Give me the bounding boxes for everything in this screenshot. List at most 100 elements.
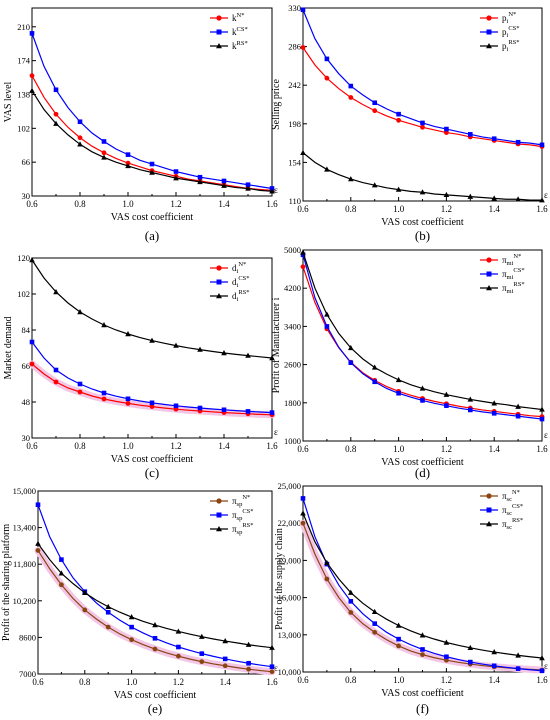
x-tick-label: 1.2 [170, 441, 181, 451]
data-point [77, 119, 83, 125]
x-axis-label: VAS cost coefficient [381, 457, 464, 468]
data-point [420, 398, 425, 403]
data-point [173, 403, 179, 409]
data-point [125, 152, 131, 157]
x-tick-label: 0.8 [345, 675, 357, 685]
data-point [300, 510, 306, 516]
data-point [35, 502, 41, 508]
x-tick-label: 1.2 [170, 199, 181, 209]
y-tick-label: 30 [22, 191, 31, 201]
data-point [222, 638, 228, 644]
x-tick-label: 0.8 [74, 441, 86, 451]
data-point [396, 111, 401, 117]
data-point [101, 322, 107, 328]
data-point [29, 339, 35, 345]
data-point [128, 614, 135, 620]
data-point [152, 646, 158, 652]
data-point [149, 337, 155, 343]
data-point [539, 406, 545, 412]
data-point [173, 175, 179, 181]
data-point [539, 668, 545, 674]
data-point [35, 540, 41, 546]
data-point [221, 350, 227, 356]
legend: piN*piCS*piRS* [480, 11, 520, 53]
data-point [199, 633, 205, 639]
legend-marker [216, 498, 222, 504]
data-point [152, 636, 158, 641]
axis-end-label: ε [544, 430, 548, 440]
data-point [221, 407, 227, 413]
data-point [35, 548, 41, 553]
data-point [419, 385, 426, 391]
legend-entry: πspN* [232, 494, 250, 508]
data-point [29, 87, 35, 93]
data-point [222, 663, 228, 669]
data-point [539, 142, 545, 148]
legend-marker [486, 43, 492, 49]
y-axis-label: Market demand [3, 316, 14, 379]
y-tick-label: 8600 [19, 632, 36, 642]
data-point [491, 649, 497, 655]
data-point [491, 195, 497, 201]
data-point [152, 622, 158, 628]
data-point [420, 124, 425, 130]
legend-entry: πscRS* [502, 517, 523, 531]
data-point [149, 161, 155, 167]
data-point [300, 520, 306, 526]
x-tick-label: 0.6 [26, 199, 38, 209]
series-cs [300, 496, 545, 674]
data-point [105, 609, 111, 615]
axis-end-label: ε [544, 661, 548, 671]
legend-marker [486, 15, 492, 21]
data-point [324, 75, 330, 81]
series-line [37, 550, 273, 673]
data-point [348, 83, 354, 89]
data-point [395, 622, 402, 628]
data-point [396, 643, 401, 649]
data-point [269, 188, 275, 194]
legend-marker [216, 512, 222, 518]
axis-end-label: ε [544, 190, 548, 200]
data-point [221, 182, 227, 188]
data-point [444, 126, 449, 132]
x-axis-label: VAS cost coefficient [114, 690, 197, 701]
y-tick-label: 13,400 [13, 523, 36, 533]
data-point [372, 621, 377, 626]
data-point [269, 644, 275, 650]
data-point [53, 289, 59, 295]
legend: πscN*πscCS*πscRS* [480, 489, 523, 531]
data-point [245, 641, 252, 647]
y-tick-label: 66 [22, 361, 31, 371]
data-point [53, 379, 59, 385]
data-point [444, 403, 449, 408]
data-point [324, 311, 330, 317]
y-tick-label: 7000 [19, 669, 36, 679]
panel-label: (b) [415, 228, 430, 243]
data-point [468, 407, 473, 413]
legend: πspN*πspCS*πspRS* [210, 494, 254, 536]
data-point [444, 654, 449, 660]
legend-marker [486, 271, 492, 277]
x-tick-label: 1.6 [266, 677, 278, 687]
x-tick-label: 1.2 [441, 204, 452, 214]
series-n [28, 360, 276, 419]
x-axis-label: VAS cost coefficient [381, 217, 464, 228]
y-tick-label: 286 [288, 42, 301, 52]
data-point [491, 400, 497, 406]
y-tick-label: 30 [22, 433, 31, 443]
series-cs [29, 339, 275, 415]
data-point [372, 100, 377, 106]
legend-entry: kCS* [232, 26, 248, 37]
legend-marker [486, 493, 492, 499]
data-point [269, 669, 275, 675]
data-point [348, 95, 354, 100]
series-n [34, 546, 276, 676]
data-point [149, 400, 155, 406]
data-point [443, 391, 450, 397]
x-tick-label: 1.2 [441, 675, 452, 685]
legend-entry: πmiRS* [502, 281, 525, 295]
data-point [467, 644, 474, 651]
data-point [420, 647, 425, 652]
data-point [300, 7, 306, 13]
data-point [396, 117, 401, 123]
